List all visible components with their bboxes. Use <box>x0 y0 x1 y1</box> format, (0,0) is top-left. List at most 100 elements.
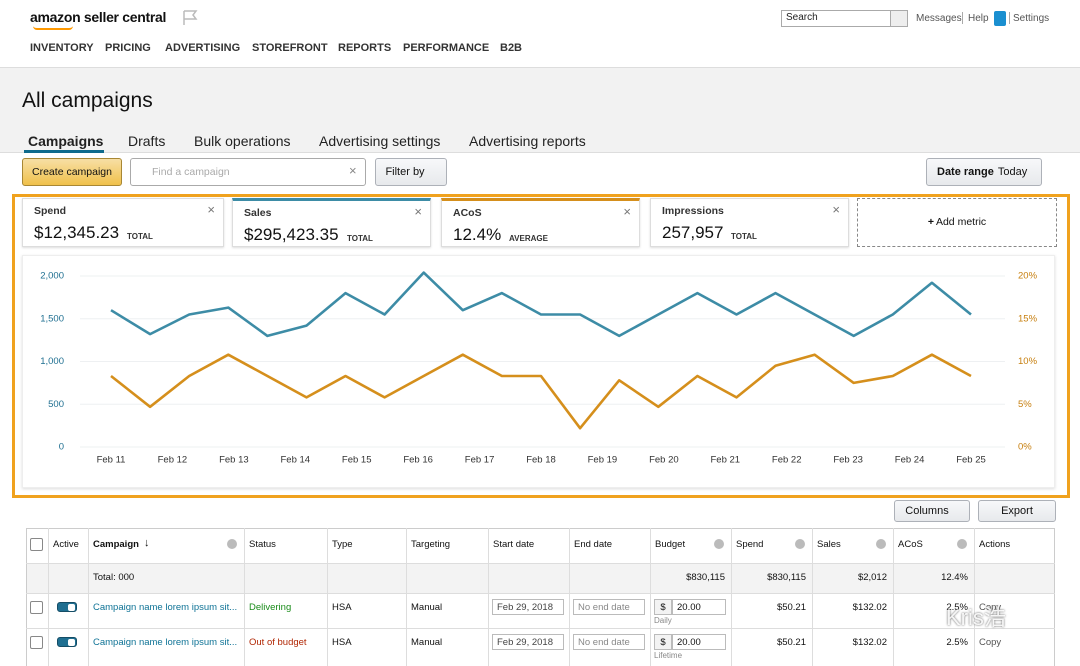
metric-close[interactable]: × <box>207 202 215 217</box>
campaign-link[interactable]: Campaign name lorem ipsum sit... <box>93 602 238 613</box>
start-date-input[interactable]: Feb 29, 2018 <box>492 599 564 615</box>
col-divider <box>650 528 651 666</box>
info-dot <box>714 539 724 549</box>
col-divider <box>48 528 49 666</box>
budget-input[interactable]: 20.00 <box>672 599 726 615</box>
column-header: End date <box>574 539 613 550</box>
col-divider <box>327 528 328 666</box>
date-range-label: Date range <box>937 166 994 178</box>
metric-name: Sales <box>244 207 272 219</box>
header-link[interactable]: Help <box>968 13 989 24</box>
metric-card[interactable]: Spend × $12,345.23 TOTAL <box>22 198 224 247</box>
col-divider <box>88 528 89 666</box>
col-divider <box>569 528 570 666</box>
acos: 2.5% <box>946 637 968 648</box>
metric-card[interactable]: Impressions × 257,957 TOTAL <box>650 198 849 247</box>
status: Out of budget <box>249 637 307 648</box>
metric-close[interactable]: × <box>414 204 422 219</box>
nav-item[interactable]: REPORTS <box>338 42 392 54</box>
metric-close[interactable]: × <box>832 202 840 217</box>
tab[interactable]: Advertising reports <box>469 133 586 149</box>
nav-item[interactable]: ADVERTISING <box>165 42 241 54</box>
campaign-link[interactable]: Campaign name lorem ipsum sit... <box>93 637 238 648</box>
chart-card <box>22 255 1055 488</box>
sales: $132.02 <box>852 637 887 648</box>
metric-card[interactable]: ACoS × 12.4% AVERAGE <box>441 198 640 247</box>
tab[interactable]: Advertising settings <box>319 133 441 149</box>
clear-x: × <box>349 163 357 178</box>
info-dot <box>957 539 967 549</box>
column-header: Status <box>249 539 276 550</box>
action-link[interactable]: Copy <box>979 637 1002 648</box>
nav-item[interactable]: PERFORMANCE <box>403 42 490 54</box>
total-sales: $2,012 <box>857 572 887 583</box>
tab[interactable]: Bulk operations <box>194 133 291 149</box>
checkbox[interactable] <box>30 538 43 551</box>
end-date-input[interactable]: No end date <box>573 634 645 650</box>
find-input[interactable]: Find a campaign <box>130 158 366 186</box>
total-row-bg <box>27 563 1054 593</box>
nav-item[interactable]: STOREFRONT <box>252 42 328 54</box>
type: HSA <box>332 637 352 648</box>
budget-currency: $ <box>654 634 672 650</box>
column-header: Active <box>53 539 79 550</box>
metric-close[interactable]: × <box>623 204 631 219</box>
column-header: ACoS <box>898 539 923 550</box>
row-checkbox[interactable] <box>30 601 43 614</box>
metric-name: Spend <box>34 205 67 217</box>
metric-kind: AVERAGE <box>509 234 548 243</box>
column-header: Sales <box>817 539 841 550</box>
search-button[interactable] <box>890 10 908 27</box>
metric-name: Impressions <box>662 205 724 217</box>
metric-kind: TOTAL <box>347 234 373 243</box>
logo: amazon seller central <box>30 9 167 25</box>
metric-kind: TOTAL <box>731 232 757 241</box>
metric-card[interactable]: Sales × $295,423.35 TOTAL <box>232 198 431 247</box>
active-toggle[interactable] <box>57 637 77 647</box>
date-range-button[interactable]: Date range Today <box>926 158 1042 186</box>
row-checkbox[interactable] <box>30 636 43 649</box>
metric-value: $12,345.23 <box>34 223 120 242</box>
action-link[interactable]: Copy <box>979 602 1002 613</box>
columns-button[interactable]: Columns <box>894 500 970 522</box>
targeting: Manual <box>411 637 443 648</box>
row-divider <box>26 563 1055 564</box>
nav-item[interactable]: INVENTORY <box>30 42 94 54</box>
column-header: Type <box>332 539 353 550</box>
budget-input[interactable]: 20.00 <box>672 634 726 650</box>
col-divider <box>731 528 732 666</box>
page-title: All campaigns <box>22 89 153 112</box>
col-divider <box>244 528 245 666</box>
budget-currency: $ <box>654 599 672 615</box>
row-divider <box>26 628 1055 629</box>
logo-smile <box>33 26 73 30</box>
metric-kind: TOTAL <box>127 232 153 241</box>
info-dot <box>876 539 886 549</box>
add-metric[interactable]: + Add metric <box>857 198 1057 247</box>
header-link[interactable]: Messages <box>916 13 962 24</box>
col-divider <box>406 528 407 666</box>
search-box[interactable]: Search <box>781 10 891 27</box>
active-toggle[interactable] <box>57 602 77 612</box>
column-header: Campaign <box>93 539 139 550</box>
tab[interactable]: Drafts <box>128 133 166 149</box>
spend: $50.21 <box>776 637 806 648</box>
header-link[interactable]: Settings <box>1013 13 1050 24</box>
divider <box>962 12 963 24</box>
nav-item[interactable]: B2B <box>500 42 523 54</box>
column-header: Actions <box>979 539 1011 550</box>
info-dot <box>795 539 805 549</box>
total-spend: $830,115 <box>767 572 806 583</box>
metric-value: 12.4% <box>453 225 502 244</box>
targeting: Manual <box>411 602 443 613</box>
filter-button[interactable]: Filter by <box>375 158 447 186</box>
column-header: Targeting <box>411 539 451 550</box>
metric-name: ACoS <box>453 207 482 219</box>
start-date-input[interactable]: Feb 29, 2018 <box>492 634 564 650</box>
metric-value: $295,423.35 <box>244 225 339 244</box>
end-date-input[interactable]: No end date <box>573 599 645 615</box>
create-button[interactable]: Create campaign <box>22 158 122 186</box>
tab[interactable]: Campaigns <box>28 133 104 149</box>
export-button[interactable]: Export <box>978 500 1056 522</box>
nav-item[interactable]: PRICING <box>105 42 151 54</box>
